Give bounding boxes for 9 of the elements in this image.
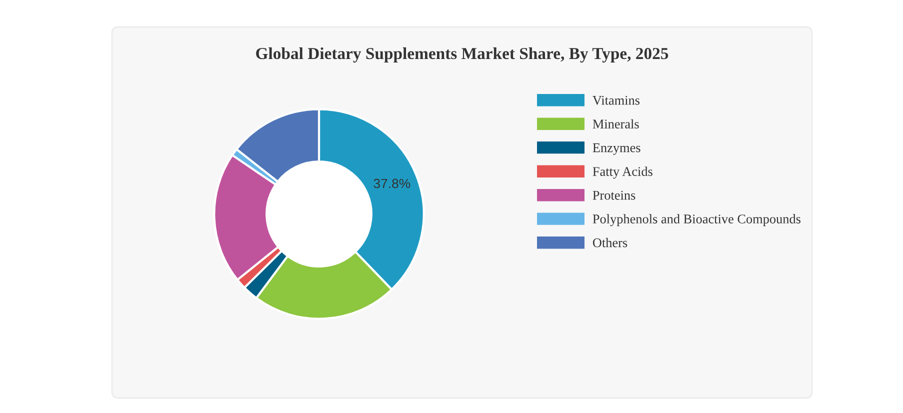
legend-label: Fatty Acids <box>592 166 652 179</box>
legend-label: Others <box>592 238 628 248</box>
legend-label: Minerals <box>592 119 639 128</box>
legend-label: Proteins <box>592 190 636 200</box>
chart-title: Global Dietary Supplements Market Share, By Type, 2025 <box>256 47 668 63</box>
legend-label: Vitamins <box>592 96 640 105</box>
legend-label: Enzymes <box>592 143 640 155</box>
data-label: 37.8% <box>374 178 410 188</box>
legend-label: Polyphenols and Bioactive Compounds <box>592 214 800 226</box>
